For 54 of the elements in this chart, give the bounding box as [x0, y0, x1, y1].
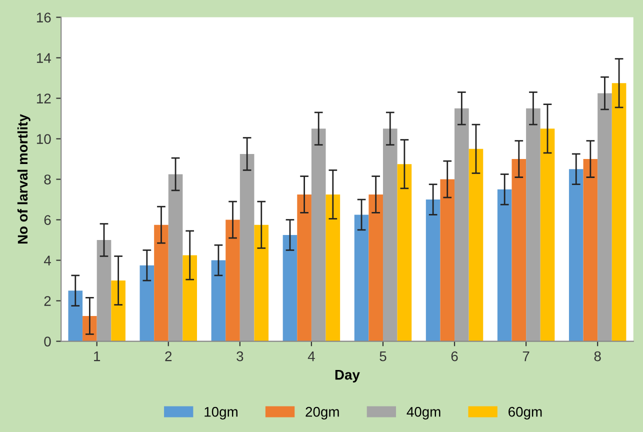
- x-tick-label: 3: [236, 351, 244, 362]
- x-tick-label: 6: [451, 351, 458, 362]
- x-axis-title: Day: [335, 370, 360, 382]
- bar: [226, 220, 240, 342]
- x-tick-label: 5: [380, 352, 386, 362]
- legend-label: 40gm: [406, 406, 440, 420]
- x-tick-label: 8: [594, 351, 601, 362]
- bar: [583, 159, 598, 342]
- bar: [96, 240, 112, 342]
- bar: [282, 234, 298, 342]
- x-tick-label: 4: [308, 352, 315, 362]
- bar: [426, 200, 440, 342]
- bar: [612, 83, 626, 342]
- bar: [497, 189, 512, 342]
- bar: [440, 179, 455, 342]
- bar: [468, 148, 484, 342]
- bar: [240, 154, 254, 342]
- bar: [182, 255, 197, 342]
- bar: [111, 280, 126, 342]
- y-tick-label: 0: [44, 336, 51, 346]
- bar: [311, 128, 326, 342]
- bar: [154, 224, 168, 342]
- bar: [568, 169, 584, 342]
- y-tick-label: 6: [44, 215, 51, 225]
- legend-label: 20gm: [306, 406, 339, 420]
- bar: [326, 194, 340, 342]
- y-tick-label: 4: [44, 256, 51, 266]
- legend-label: 10gm: [204, 406, 238, 420]
- bar: [397, 164, 412, 342]
- legend-label: 60gm: [508, 406, 542, 420]
- bar: [540, 128, 555, 342]
- bar: [68, 290, 83, 342]
- y-tick-label: 14: [36, 53, 51, 63]
- bar: [526, 108, 540, 342]
- bar: [598, 93, 612, 342]
- y-tick-label: 10: [36, 134, 51, 144]
- bar: [354, 214, 369, 342]
- y-tick-label: 8: [44, 174, 51, 184]
- bar: [297, 194, 312, 342]
- y-tick-label: 2: [44, 296, 51, 306]
- bar: [211, 260, 226, 342]
- bar: [382, 128, 398, 342]
- x-tick-label: 1: [94, 352, 100, 362]
- x-tick-label: 7: [522, 352, 530, 362]
- y-axis-title: No of larval mortlity: [17, 114, 30, 244]
- y-tick-label: 12: [36, 94, 51, 104]
- y-tick-label: 16: [36, 12, 51, 22]
- bar: [512, 159, 526, 342]
- bar: [454, 108, 469, 342]
- x-tick-label: 2: [165, 351, 172, 362]
- bar: [368, 194, 383, 342]
- bar: [254, 224, 269, 342]
- bar: [140, 265, 154, 342]
- bar: [168, 174, 183, 342]
